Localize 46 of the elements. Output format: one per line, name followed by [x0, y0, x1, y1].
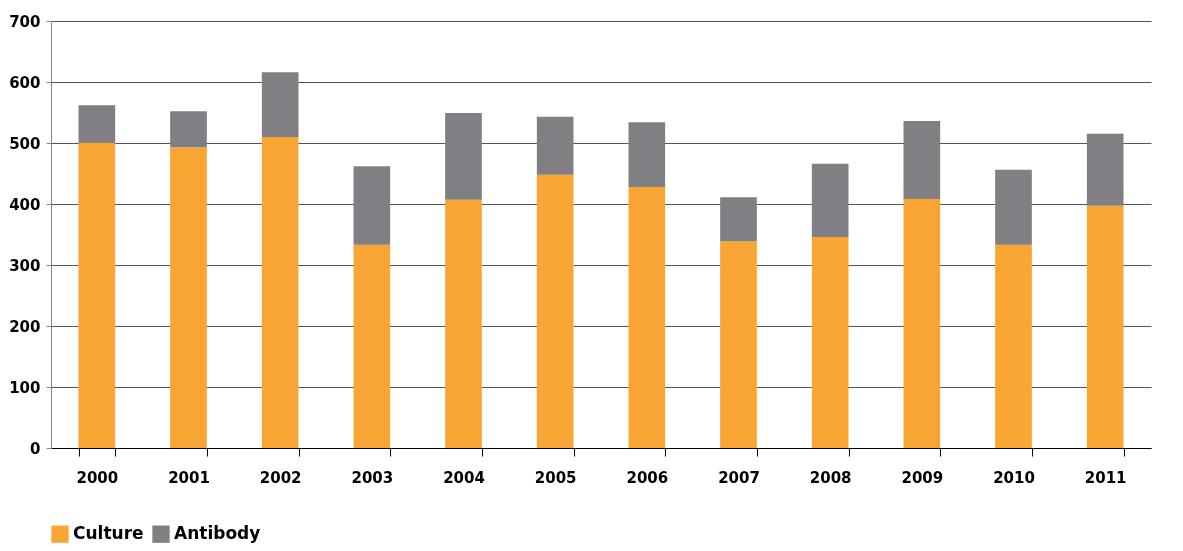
bar	[261, 72, 299, 137]
x-tick-label: 2000	[76, 468, 119, 487]
y-tick-label: 400	[9, 195, 41, 214]
bar	[628, 122, 666, 187]
y-tick-label: 700	[9, 12, 41, 31]
bar	[170, 111, 207, 148]
x-tick-label: 2005	[534, 468, 577, 487]
bar	[811, 163, 849, 237]
legend-label: Culture	[73, 523, 144, 544]
x-tick-label: 2001	[168, 468, 210, 487]
bar	[1086, 133, 1124, 206]
bar	[261, 136, 299, 448]
y-tick-label: 200	[9, 317, 41, 336]
bar	[78, 143, 116, 448]
x-tick-label: 2009	[901, 468, 944, 487]
y-tick-label: 600	[9, 73, 41, 92]
y-tick-label: 300	[9, 256, 41, 275]
x-tick-label: 2004	[443, 468, 485, 487]
x-tick-label: 2003	[351, 468, 394, 487]
bar	[995, 244, 1032, 448]
bar	[536, 174, 574, 448]
bar	[536, 116, 574, 175]
bar	[811, 236, 849, 448]
bar	[78, 105, 116, 143]
x-tick-label: 2008	[809, 468, 852, 487]
bar	[720, 197, 757, 242]
bar	[903, 121, 941, 200]
y-tick-label: 500	[9, 134, 41, 153]
bar	[903, 199, 941, 448]
y-tick-label: 0	[30, 439, 41, 458]
bar	[353, 166, 391, 245]
bar	[995, 169, 1032, 245]
bar	[720, 241, 757, 448]
bar	[353, 244, 391, 448]
x-tick-label: 2010	[993, 468, 1035, 487]
bar	[445, 113, 482, 200]
x-tick-label: 2011	[1084, 468, 1127, 487]
bar	[170, 147, 207, 448]
y-tick-label: 100	[9, 378, 41, 397]
bar	[1086, 205, 1124, 448]
legend-label: Antibody	[174, 523, 261, 544]
bar	[445, 199, 482, 448]
bar	[628, 186, 666, 448]
x-tick-label: 2007	[718, 468, 760, 487]
x-tick-label: 2002	[259, 468, 302, 487]
x-tick-label: 2006	[626, 468, 669, 487]
